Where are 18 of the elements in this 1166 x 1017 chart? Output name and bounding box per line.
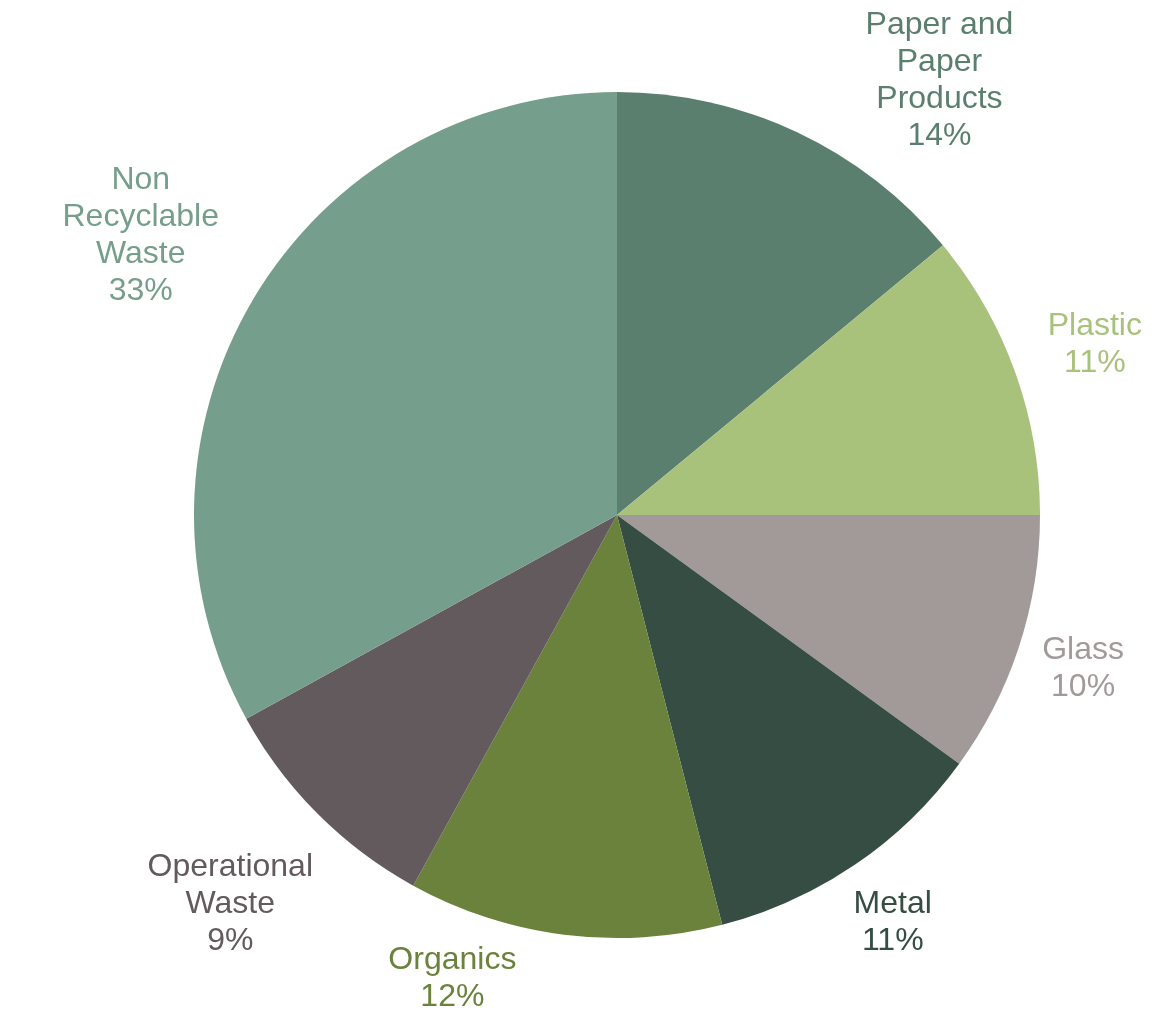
slice-label: Glass — [1042, 629, 1124, 666]
slice-label: Operational Waste — [147, 846, 313, 920]
slice-label: Paper and Paper Products — [865, 4, 1014, 115]
data-label: 10% — [1051, 666, 1116, 703]
slice-label: Organics — [388, 939, 517, 976]
data-label: 14% — [907, 115, 972, 152]
slice-label: Metal — [853, 884, 932, 921]
slice-label: Non Recyclable Waste — [62, 159, 220, 270]
slice-label: Plastic — [1047, 306, 1142, 343]
data-label: 9% — [207, 920, 254, 957]
data-label: 11% — [1063, 343, 1126, 380]
pie-slice — [413, 515, 723, 938]
pie-slice — [617, 245, 1040, 515]
pie-slice — [617, 515, 1040, 764]
pie-slice — [617, 515, 960, 925]
data-label: 12% — [420, 976, 485, 1013]
data-label: 33% — [108, 270, 173, 307]
data-label: 11% — [861, 921, 924, 958]
